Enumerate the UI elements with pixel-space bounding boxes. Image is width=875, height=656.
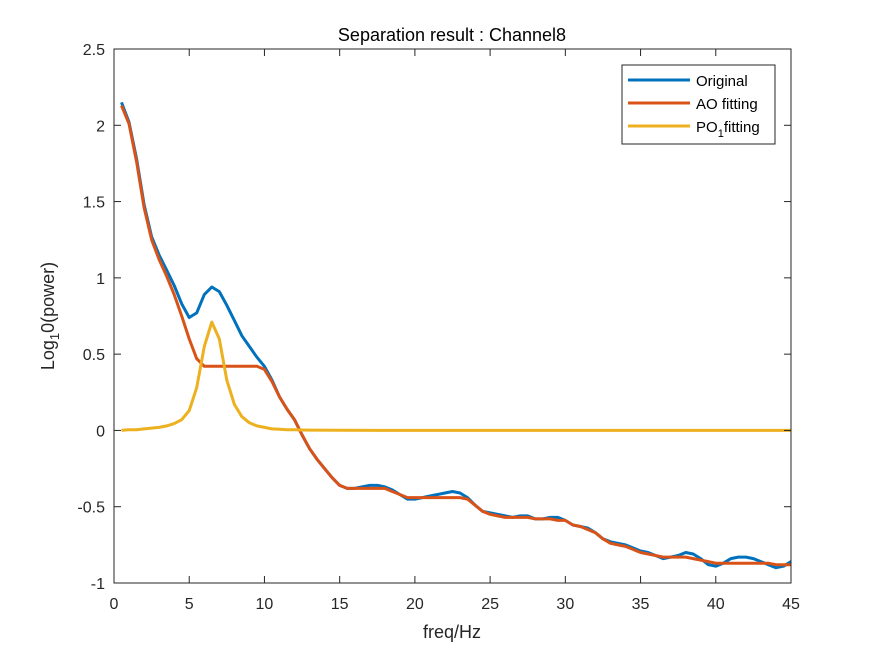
x-tick-label: 30 xyxy=(556,596,574,613)
y-tick-label: 1 xyxy=(96,271,105,288)
x-tick-label: 5 xyxy=(185,596,194,613)
y-axis-label-rest: 0(power) xyxy=(38,262,58,333)
series-layer xyxy=(120,101,791,570)
y-tick-label: -1 xyxy=(91,576,105,593)
x-tick-label: 25 xyxy=(481,596,499,613)
axes-box xyxy=(113,48,792,584)
x-tick-label: 0 xyxy=(110,596,119,613)
y-tick-label: 0.5 xyxy=(83,347,105,364)
y-tick-label: 1.5 xyxy=(83,195,105,212)
legend-label-part: PO xyxy=(696,119,718,136)
y-tick-label: 2 xyxy=(96,118,105,135)
y-tick-label: 0 xyxy=(96,423,105,440)
y-tick-label: -0.5 xyxy=(77,500,105,517)
y-tick-label: 2.5 xyxy=(83,42,105,59)
legend-label-1: Original xyxy=(696,73,748,90)
x-tick-label: 10 xyxy=(256,596,274,613)
x-tick-label: 20 xyxy=(406,596,424,613)
series-line-3 xyxy=(121,320,791,432)
tick-layer: 0 5 10 15 20 25 30 35 40 45 -1 -0.5 0 0.5 1 1.5 2 2.5 xyxy=(77,42,800,613)
legend-label-part: fitting xyxy=(724,119,760,136)
legend-label-2: AO fitting xyxy=(696,96,758,113)
legend-label-3: PO1fitting xyxy=(696,119,760,140)
series-line-2 xyxy=(120,104,791,567)
chart-title: Separation result : Channel8 xyxy=(338,25,566,45)
x-tick-label: 45 xyxy=(782,596,800,613)
y-axis-label-subscript: 1 xyxy=(47,333,62,340)
y-axis-label-main: Log xyxy=(38,340,58,370)
legend-label-part: Original xyxy=(696,73,748,90)
legend: Original AO fitting PO1fitting xyxy=(621,64,776,145)
series-line-1 xyxy=(120,101,791,570)
x-axis-label: freq/Hz xyxy=(423,622,481,642)
legend-label-part: 1 xyxy=(718,128,724,140)
x-tick-label: 15 xyxy=(331,596,349,613)
y-axis-label: Log10(power) xyxy=(38,262,62,370)
x-tick-label: 40 xyxy=(707,596,725,613)
legend-label-part: AO fitting xyxy=(696,96,758,113)
x-tick-label: 35 xyxy=(632,596,650,613)
